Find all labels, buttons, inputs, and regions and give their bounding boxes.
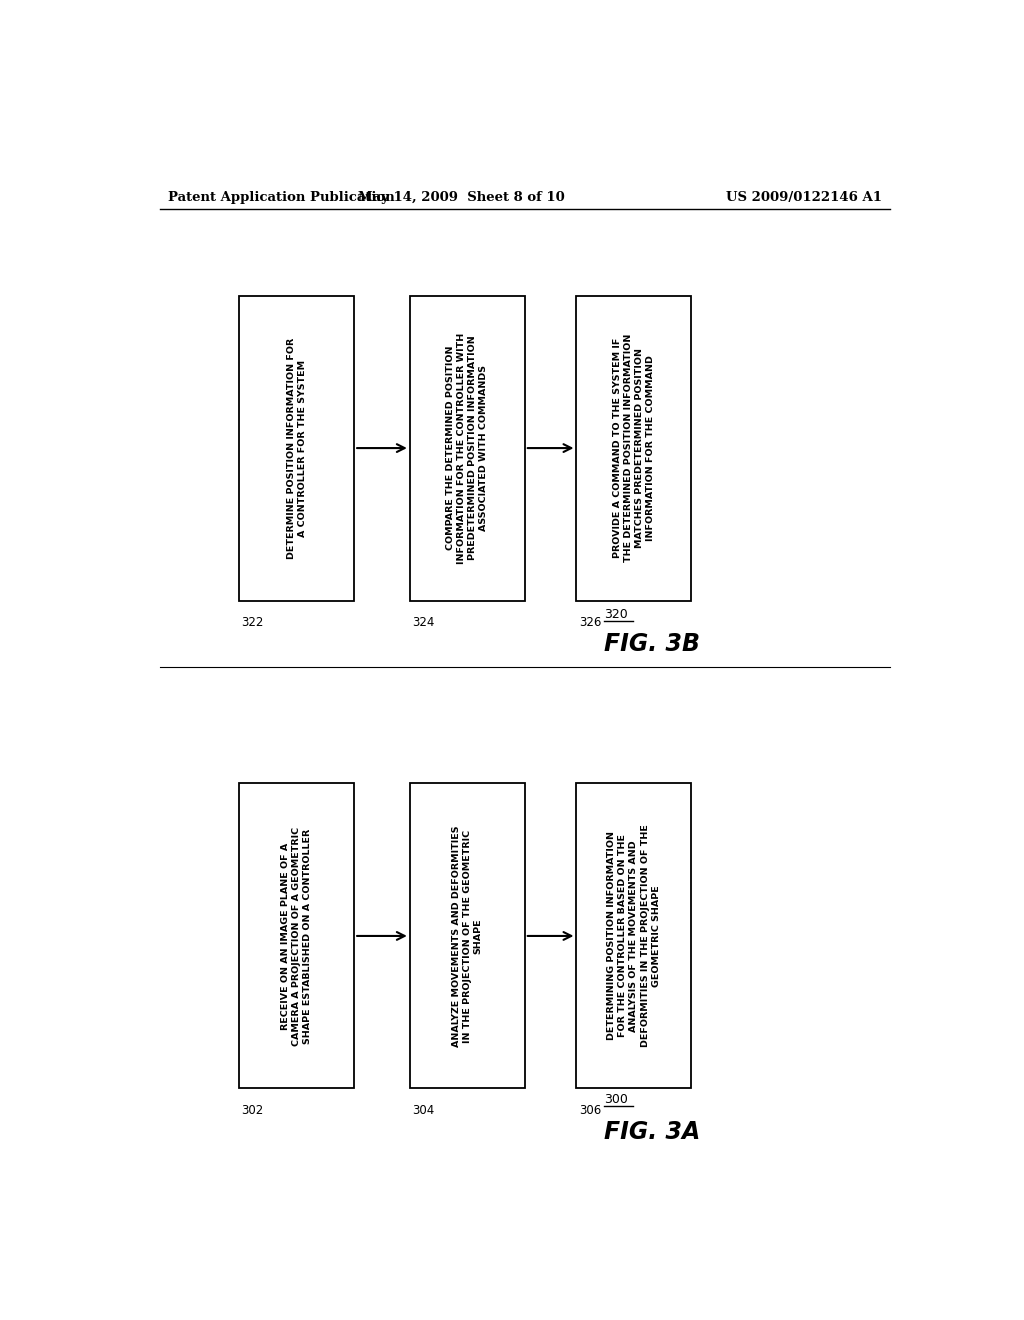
- Bar: [240, 296, 354, 601]
- Bar: [410, 784, 525, 1089]
- Bar: [240, 784, 354, 1089]
- Text: COMPARE THE DETERMINED POSITION
INFORMATION FOR THE CONTROLLER WITH
PREDETERMINE: COMPARE THE DETERMINED POSITION INFORMAT…: [446, 333, 488, 564]
- Text: 304: 304: [412, 1104, 434, 1117]
- Text: DETERMINE POSITION INFORMATION FOR
A CONTROLLER FOR THE SYSTEM: DETERMINE POSITION INFORMATION FOR A CON…: [287, 338, 307, 558]
- Text: May 14, 2009  Sheet 8 of 10: May 14, 2009 Sheet 8 of 10: [358, 190, 564, 203]
- Text: 300: 300: [604, 1093, 628, 1106]
- Text: 320: 320: [604, 609, 628, 620]
- Text: 306: 306: [579, 1104, 601, 1117]
- Text: DETERMINING POSITION INFORMATION
FOR THE CONTROLLER BASED ON THE
ANALYSIS OF THE: DETERMINING POSITION INFORMATION FOR THE…: [607, 825, 660, 1047]
- Bar: [410, 296, 525, 601]
- Bar: [577, 296, 691, 601]
- Text: FIG. 3B: FIG. 3B: [604, 632, 700, 656]
- Text: 326: 326: [579, 616, 601, 628]
- Text: RECEIVE ON AN IMAGE PLANE OF A
CAMERA A PROJECTION OF A GEOMETRIC
SHAPE ESTABLIS: RECEIVE ON AN IMAGE PLANE OF A CAMERA A …: [281, 826, 312, 1045]
- Text: 324: 324: [412, 616, 434, 628]
- Text: Patent Application Publication: Patent Application Publication: [168, 190, 394, 203]
- Text: ANALYZE MOVEMENTS AND DEFORMITIES
IN THE PROJECTION OF THE GEOMETRIC
SHAPE: ANALYZE MOVEMENTS AND DEFORMITIES IN THE…: [452, 825, 483, 1047]
- Text: FIG. 3A: FIG. 3A: [604, 1121, 700, 1144]
- Text: 302: 302: [242, 1104, 264, 1117]
- Text: US 2009/0122146 A1: US 2009/0122146 A1: [726, 190, 882, 203]
- Bar: [577, 784, 691, 1089]
- Text: PROVIDE A COMMAND TO THE SYSTEM IF
THE DETERMINED POSITION INFORMATION
MATCHES P: PROVIDE A COMMAND TO THE SYSTEM IF THE D…: [612, 334, 655, 562]
- Text: 322: 322: [242, 616, 264, 628]
